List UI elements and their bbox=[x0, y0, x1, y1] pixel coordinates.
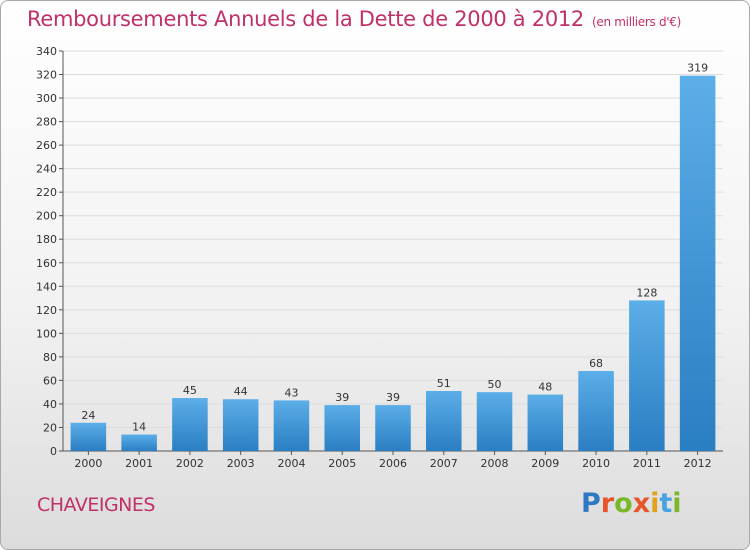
data-labels: 24 14 45 44 43 39 39 51 50 48 68 128 319 bbox=[81, 62, 708, 434]
y-tick-label: 320 bbox=[36, 69, 57, 82]
y-tick-label: 140 bbox=[36, 280, 57, 293]
y-tick-label: 80 bbox=[43, 351, 57, 364]
y-tick-label: 200 bbox=[36, 210, 57, 223]
data-label: 51 bbox=[437, 377, 451, 390]
x-tick-label: 2012 bbox=[684, 457, 712, 470]
data-label: 44 bbox=[234, 385, 248, 398]
chart-title-text: Remboursements Annuels de la Dette de 20… bbox=[27, 7, 584, 31]
x-tick-label: 2000 bbox=[74, 457, 102, 470]
x-tick-label: 2011 bbox=[633, 457, 661, 470]
proxiti-logo: Proxiti bbox=[581, 488, 682, 519]
logo-letter: i bbox=[650, 488, 660, 519]
y-tick-label: 100 bbox=[36, 327, 57, 340]
x-tick-label: 2009 bbox=[531, 457, 559, 470]
x-tick-label: 2008 bbox=[481, 457, 509, 470]
y-tick-label: 160 bbox=[36, 257, 57, 270]
x-tick-label: 2010 bbox=[582, 457, 610, 470]
bar bbox=[273, 400, 310, 451]
y-tick-label: 240 bbox=[36, 163, 57, 176]
bar bbox=[476, 392, 513, 451]
x-tick-label: 2004 bbox=[277, 457, 305, 470]
data-label: 39 bbox=[386, 391, 400, 404]
y-tick-labels: 0 20 40 60 80 100 120 140 160 180 200 220 240 260 280 3… bbox=[36, 45, 57, 458]
grid-lines bbox=[63, 50, 723, 428]
y-tick-label: 340 bbox=[36, 45, 57, 58]
x-tick-label: 2006 bbox=[379, 457, 407, 470]
bar bbox=[70, 422, 107, 451]
y-tick-label: 260 bbox=[36, 139, 57, 152]
x-tick-label: 2003 bbox=[227, 457, 255, 470]
y-tick-label: 40 bbox=[43, 398, 57, 411]
x-tick-label: 2005 bbox=[328, 457, 356, 470]
data-label: 50 bbox=[488, 378, 502, 391]
chart-subtitle: (en milliers d'€) bbox=[592, 15, 682, 29]
logo-letter: i bbox=[672, 488, 682, 519]
x-tick-labels: 2000 2001 2002 2003 2004 2005 2006 2007 2008 2009… bbox=[74, 457, 711, 470]
x-tick-label: 2001 bbox=[125, 457, 153, 470]
y-tick-label: 180 bbox=[36, 233, 57, 246]
logo-letter: P bbox=[581, 488, 601, 519]
x-tick-label: 2002 bbox=[176, 457, 204, 470]
y-tick-label: 120 bbox=[36, 304, 57, 317]
y-tick-label: 20 bbox=[43, 421, 57, 434]
logo-letter: t bbox=[659, 488, 673, 519]
y-tick-label: 60 bbox=[43, 374, 57, 387]
bar bbox=[172, 398, 208, 451]
bar-chart: 0 20 40 60 80 100 120 140 160 180 200 220 240 260 280 3… bbox=[36, 45, 723, 470]
place-name: CHAVEIGNES bbox=[37, 494, 155, 516]
y-tick-label: 220 bbox=[36, 186, 57, 199]
data-label: 24 bbox=[81, 409, 95, 422]
data-label: 43 bbox=[284, 386, 298, 399]
bar bbox=[426, 391, 462, 451]
logo-letter: x bbox=[632, 488, 651, 519]
data-label: 45 bbox=[183, 384, 197, 397]
data-label: 14 bbox=[132, 421, 146, 434]
bar bbox=[222, 399, 259, 451]
bar bbox=[324, 405, 360, 451]
bar bbox=[629, 300, 665, 451]
data-label: 128 bbox=[636, 286, 657, 299]
bars bbox=[70, 75, 716, 452]
bar bbox=[121, 434, 157, 451]
data-label: 39 bbox=[335, 391, 349, 404]
data-label: 48 bbox=[538, 381, 552, 394]
data-label: 319 bbox=[687, 62, 708, 75]
bar bbox=[578, 371, 614, 451]
bar bbox=[527, 394, 564, 451]
bar bbox=[375, 405, 411, 451]
chart-title: Remboursements Annuels de la Dette de 20… bbox=[27, 7, 681, 31]
y-tick-label: 0 bbox=[50, 445, 57, 458]
bar bbox=[679, 75, 716, 452]
logo-letter: o bbox=[614, 488, 633, 519]
logo-letter: r bbox=[600, 488, 615, 519]
x-tick-label: 2007 bbox=[430, 457, 458, 470]
y-tick-label: 300 bbox=[36, 92, 57, 105]
data-label: 68 bbox=[589, 357, 603, 370]
y-tick-label: 280 bbox=[36, 116, 57, 129]
